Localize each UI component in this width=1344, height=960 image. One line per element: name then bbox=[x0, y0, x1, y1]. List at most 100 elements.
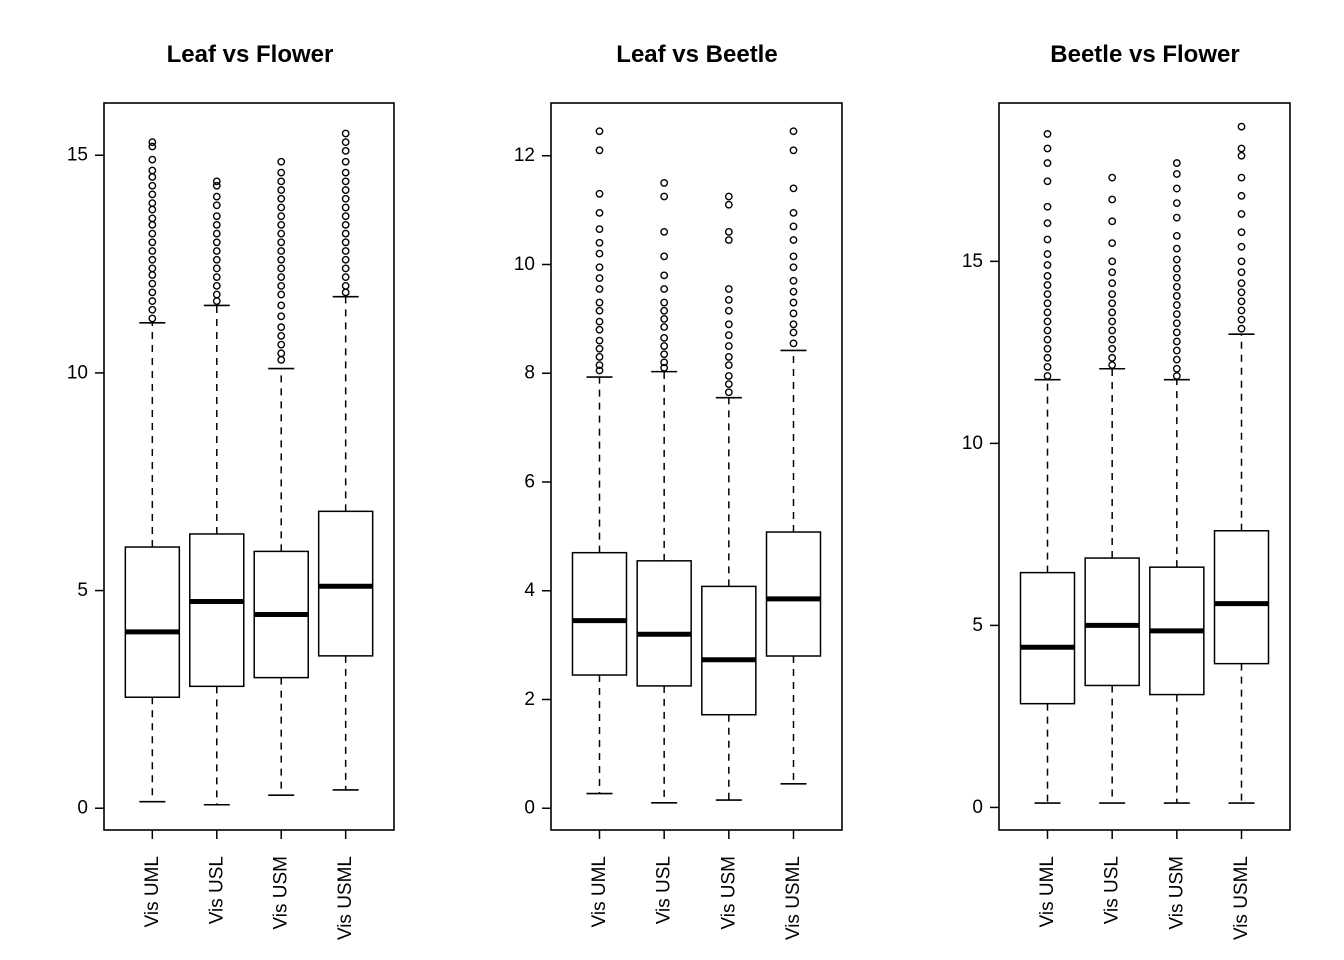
outlier-point bbox=[1172, 301, 1181, 309]
outlier-point bbox=[595, 361, 604, 369]
x-category-label: Vis USL bbox=[1102, 856, 1123, 924]
outlier-point bbox=[660, 342, 669, 350]
outlier-point bbox=[660, 227, 669, 236]
iqr-box bbox=[189, 533, 245, 688]
outlier-point bbox=[1237, 279, 1246, 288]
outlier-point bbox=[1172, 372, 1181, 380]
outlier-point bbox=[1043, 250, 1052, 258]
outlier-point bbox=[595, 263, 604, 272]
outlier-point bbox=[1237, 151, 1246, 160]
outlier-point bbox=[148, 166, 157, 175]
outlier-point bbox=[148, 297, 157, 305]
outlier-point bbox=[341, 194, 350, 203]
outlier-point bbox=[277, 301, 286, 310]
outlier-point bbox=[789, 252, 798, 261]
outlier-point bbox=[1172, 310, 1181, 319]
iqr-box bbox=[124, 546, 181, 698]
outlier-point bbox=[789, 263, 798, 272]
outlier-point bbox=[595, 208, 604, 217]
outlier-point bbox=[1043, 308, 1052, 317]
outlier-point bbox=[1043, 272, 1052, 280]
outlier-point bbox=[1043, 344, 1052, 353]
outlier-point bbox=[1043, 372, 1052, 380]
outlier-point bbox=[341, 146, 350, 155]
outlier-point bbox=[341, 177, 350, 186]
outlier-point bbox=[789, 298, 798, 307]
outlier-point bbox=[1108, 326, 1117, 335]
outlier-point bbox=[277, 177, 286, 186]
outlier-point bbox=[212, 297, 221, 305]
outlier-point bbox=[148, 205, 157, 214]
outlier-point bbox=[595, 146, 604, 155]
outlier-point bbox=[212, 212, 221, 221]
outlier-point bbox=[1237, 297, 1246, 306]
plot-frame bbox=[998, 102, 1291, 831]
outlier-point bbox=[1108, 290, 1117, 299]
outlier-point bbox=[1237, 144, 1246, 153]
outlier-point bbox=[148, 247, 157, 255]
outlier-point bbox=[595, 298, 604, 307]
iqr-box bbox=[1213, 530, 1270, 665]
outlier-point bbox=[148, 229, 157, 238]
outlier-point bbox=[789, 127, 798, 136]
outlier-point bbox=[724, 388, 733, 397]
iqr-box bbox=[1019, 571, 1076, 705]
y-axis: 0 2 4 6 8 10 12 bbox=[514, 145, 551, 819]
outlier-point bbox=[724, 236, 733, 244]
x-category-label: Vis USM bbox=[271, 856, 292, 930]
outlier-point bbox=[595, 306, 604, 315]
outlier-point bbox=[212, 238, 221, 247]
outlier-point bbox=[724, 192, 733, 201]
outlier-point bbox=[148, 271, 157, 279]
outlier-point bbox=[1172, 273, 1181, 282]
outlier-point bbox=[595, 285, 604, 293]
x-category-label: Vis USML bbox=[783, 856, 804, 940]
outlier-point bbox=[277, 332, 286, 340]
outlier-point bbox=[1043, 299, 1052, 308]
outlier-point bbox=[148, 288, 157, 297]
outlier-point bbox=[212, 264, 221, 273]
outlier-point bbox=[789, 328, 798, 337]
y-tick-label: 2 bbox=[524, 689, 535, 710]
outlier-point bbox=[724, 342, 733, 350]
outlier-point bbox=[1172, 346, 1181, 355]
outlier-point bbox=[595, 238, 604, 247]
outlier-point bbox=[1043, 353, 1052, 362]
outlier-point bbox=[724, 353, 733, 361]
outlier-point bbox=[148, 264, 157, 273]
box-1 bbox=[636, 179, 692, 804]
panel-title: Leaf vs Flower bbox=[167, 41, 334, 68]
outlier-point bbox=[595, 325, 604, 334]
outlier-point bbox=[277, 340, 286, 349]
outlier-point bbox=[660, 298, 669, 307]
outlier-point bbox=[660, 350, 669, 359]
y-tick-label: 0 bbox=[972, 797, 983, 818]
outlier-point bbox=[277, 290, 286, 299]
y-axis: 0 5 10 15 bbox=[962, 251, 999, 818]
outlier-point bbox=[660, 192, 669, 201]
outlier-point bbox=[1043, 202, 1052, 211]
y-tick-label: 15 bbox=[962, 251, 983, 272]
x-category-label: Vis USM bbox=[718, 856, 739, 930]
y-tick-label: 10 bbox=[67, 362, 88, 383]
outlier-point bbox=[148, 314, 157, 323]
outlier-point bbox=[1237, 324, 1246, 333]
x-axis: Vis UML Vis USL Vis USM Vis USML bbox=[589, 830, 804, 940]
outlier-point bbox=[212, 177, 221, 186]
y-tick-label: 12 bbox=[514, 145, 535, 166]
y-tick-label: 15 bbox=[67, 145, 88, 166]
outlier-point bbox=[212, 220, 221, 229]
outlier-point bbox=[148, 155, 157, 164]
outlier-point bbox=[1043, 281, 1052, 289]
outlier-point bbox=[341, 229, 350, 238]
outlier-point bbox=[212, 273, 221, 282]
outlier-point bbox=[1172, 364, 1181, 373]
y-axis: 0 5 10 15 bbox=[67, 145, 104, 819]
outlier-point bbox=[1172, 231, 1181, 240]
box-3 bbox=[765, 127, 822, 785]
outlier-point bbox=[1108, 268, 1117, 277]
y-tick-label: 5 bbox=[972, 615, 983, 636]
outlier-point bbox=[595, 189, 604, 198]
outlier-point bbox=[660, 306, 669, 315]
